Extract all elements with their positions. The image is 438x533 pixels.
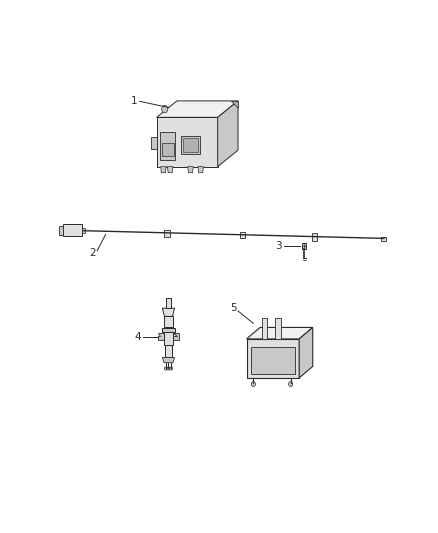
FancyBboxPatch shape	[183, 138, 198, 152]
FancyBboxPatch shape	[164, 230, 170, 237]
Polygon shape	[152, 137, 156, 149]
Circle shape	[170, 367, 173, 370]
Polygon shape	[198, 166, 203, 173]
Polygon shape	[161, 166, 166, 173]
Circle shape	[167, 367, 170, 370]
Polygon shape	[82, 228, 85, 232]
FancyBboxPatch shape	[181, 136, 200, 154]
Polygon shape	[156, 117, 218, 166]
Polygon shape	[162, 308, 175, 317]
Polygon shape	[173, 333, 179, 340]
FancyBboxPatch shape	[381, 237, 386, 241]
FancyBboxPatch shape	[166, 298, 171, 308]
Polygon shape	[276, 318, 281, 339]
Polygon shape	[59, 225, 63, 235]
FancyBboxPatch shape	[164, 317, 173, 327]
Text: 4: 4	[134, 332, 141, 342]
FancyBboxPatch shape	[165, 345, 172, 358]
FancyBboxPatch shape	[251, 347, 295, 374]
Polygon shape	[247, 327, 313, 339]
Polygon shape	[247, 339, 299, 378]
Circle shape	[289, 382, 293, 386]
Polygon shape	[188, 166, 193, 173]
Circle shape	[162, 106, 168, 113]
FancyBboxPatch shape	[162, 143, 173, 156]
Polygon shape	[299, 327, 313, 378]
Polygon shape	[156, 101, 238, 117]
FancyBboxPatch shape	[63, 224, 82, 236]
FancyBboxPatch shape	[160, 132, 175, 160]
FancyBboxPatch shape	[240, 232, 245, 238]
FancyBboxPatch shape	[312, 233, 317, 241]
FancyBboxPatch shape	[164, 332, 173, 345]
Polygon shape	[167, 166, 173, 173]
Text: 2: 2	[89, 248, 95, 258]
Polygon shape	[218, 101, 238, 166]
Text: 5: 5	[230, 303, 237, 313]
Circle shape	[251, 382, 255, 386]
Polygon shape	[231, 101, 238, 108]
Polygon shape	[158, 333, 164, 340]
Polygon shape	[162, 358, 175, 363]
Polygon shape	[262, 318, 268, 339]
Text: 3: 3	[276, 241, 282, 251]
Polygon shape	[162, 328, 175, 332]
FancyBboxPatch shape	[302, 243, 307, 249]
Circle shape	[164, 367, 167, 370]
Text: 1: 1	[131, 96, 138, 106]
